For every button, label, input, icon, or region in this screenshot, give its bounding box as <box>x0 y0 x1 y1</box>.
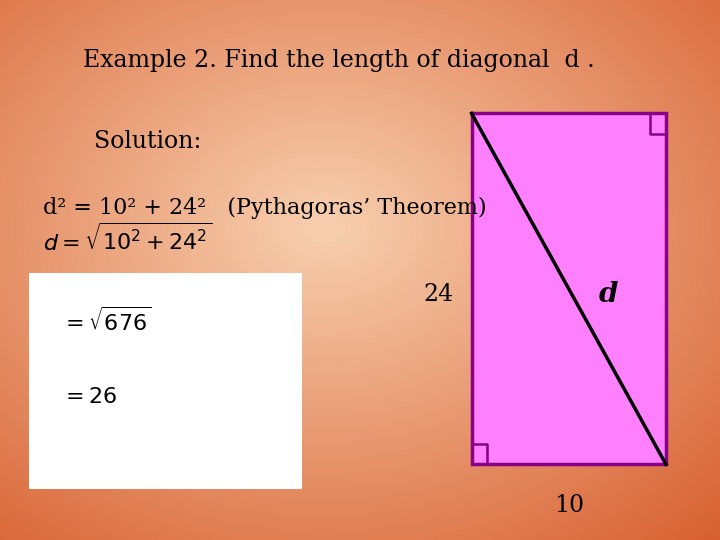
Text: d: d <box>599 281 618 308</box>
Text: d² = 10² + 24²   (Pythagoras’ Theorem): d² = 10² + 24² (Pythagoras’ Theorem) <box>43 197 487 219</box>
Text: Example 2. Find the length of diagonal  d .: Example 2. Find the length of diagonal d… <box>83 49 595 72</box>
Text: 10: 10 <box>554 494 584 517</box>
Text: 24: 24 <box>423 283 454 306</box>
Bar <box>472 113 666 464</box>
Bar <box>29 273 302 489</box>
Text: $d = \sqrt{10^2 + 24^2}$: $d = \sqrt{10^2 + 24^2}$ <box>43 224 212 256</box>
Text: $= 26$: $= 26$ <box>61 386 117 408</box>
Text: $= \sqrt{676}$: $= \sqrt{676}$ <box>61 308 151 336</box>
Text: Solution:: Solution: <box>94 130 201 153</box>
